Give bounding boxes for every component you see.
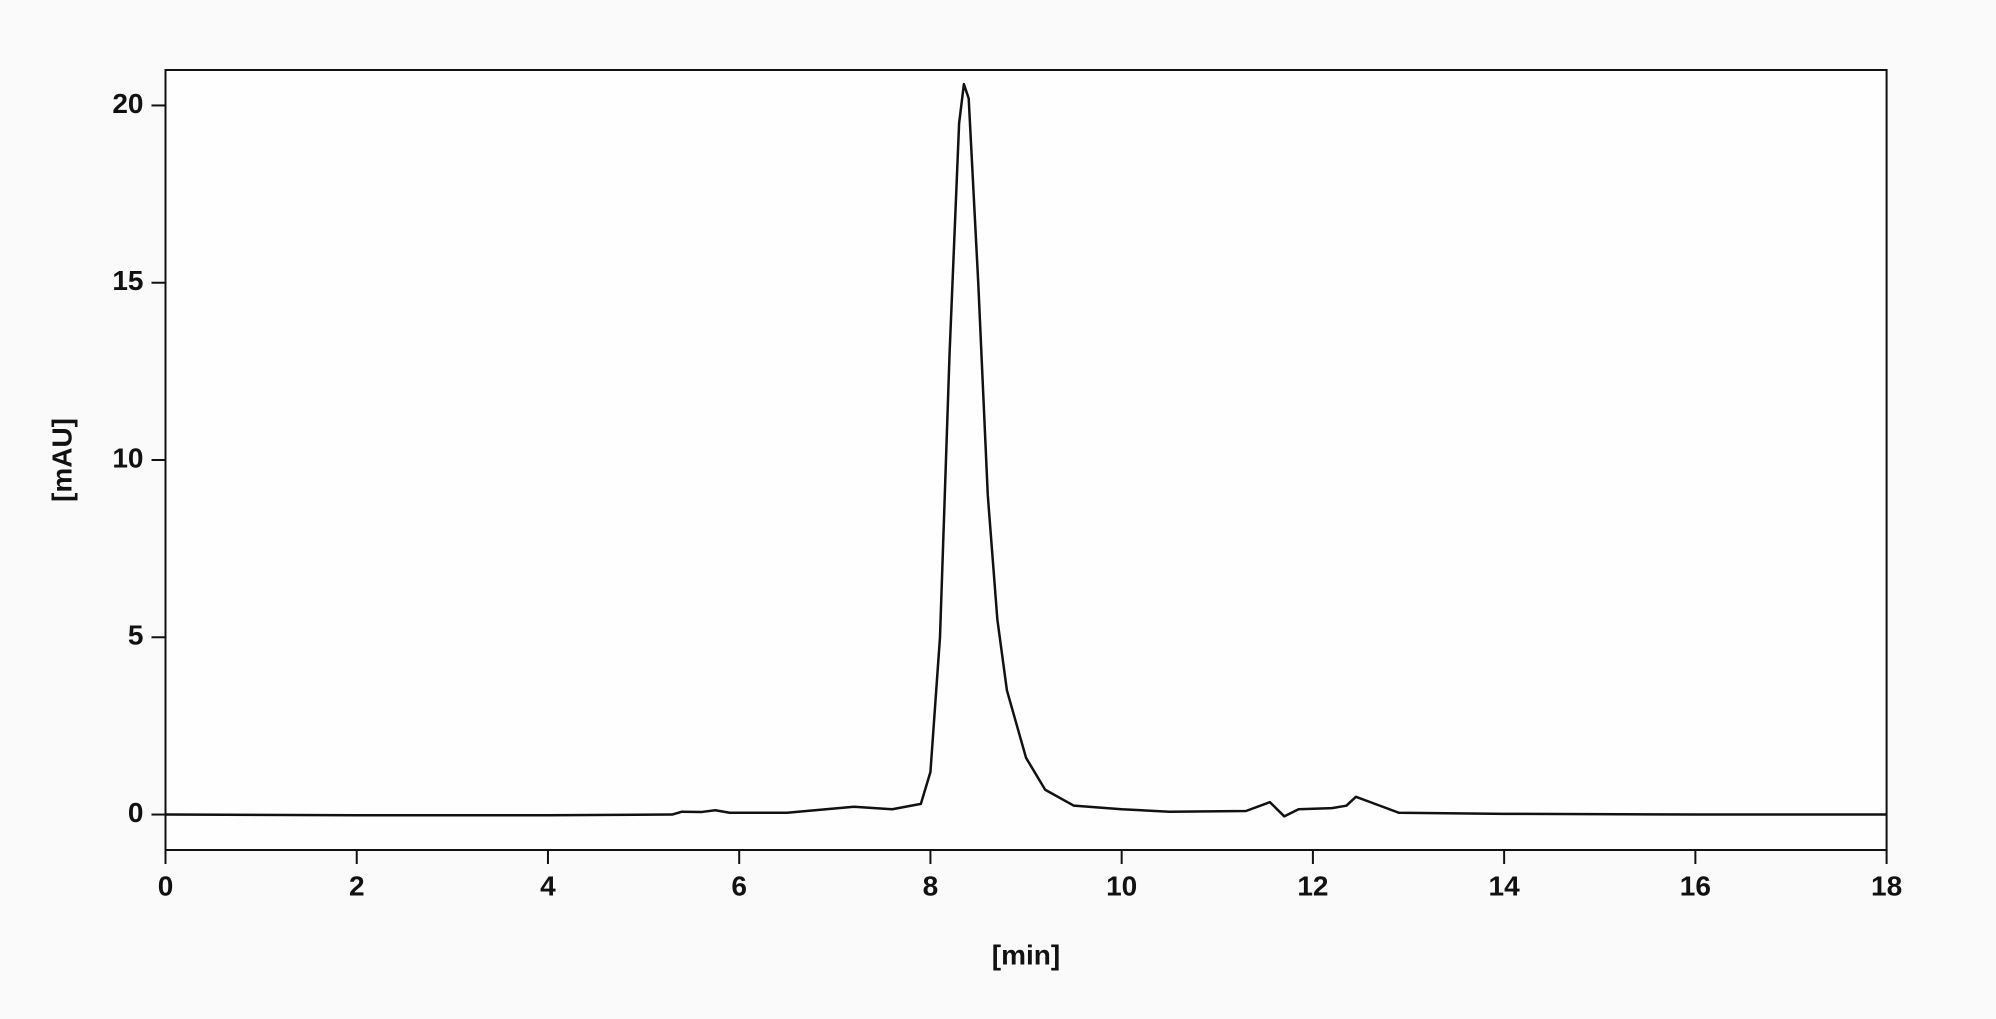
x-tick-label: 16 — [1680, 870, 1711, 901]
x-tick-label: 14 — [1489, 870, 1521, 901]
x-axis-label: [min] — [992, 939, 1060, 970]
y-tick-label: 20 — [112, 88, 143, 119]
x-tick-label: 10 — [1106, 870, 1137, 901]
x-tick-label: 8 — [923, 870, 939, 901]
y-tick-label: 15 — [112, 265, 143, 296]
y-tick-label: 5 — [128, 620, 144, 651]
plot-area — [164, 69, 1888, 851]
y-tick-label: 0 — [128, 797, 144, 828]
x-tick-label: 0 — [158, 870, 174, 901]
chromatogram-line — [165, 82, 1887, 818]
x-tick-label: 4 — [540, 870, 556, 901]
x-tick-label: 12 — [1297, 870, 1328, 901]
x-tick-label: 18 — [1871, 870, 1902, 901]
x-tick-label: 6 — [731, 870, 747, 901]
y-axis-label: [mAU] — [46, 418, 77, 502]
y-tick-label: 10 — [112, 442, 143, 473]
x-tick-label: 2 — [349, 870, 365, 901]
